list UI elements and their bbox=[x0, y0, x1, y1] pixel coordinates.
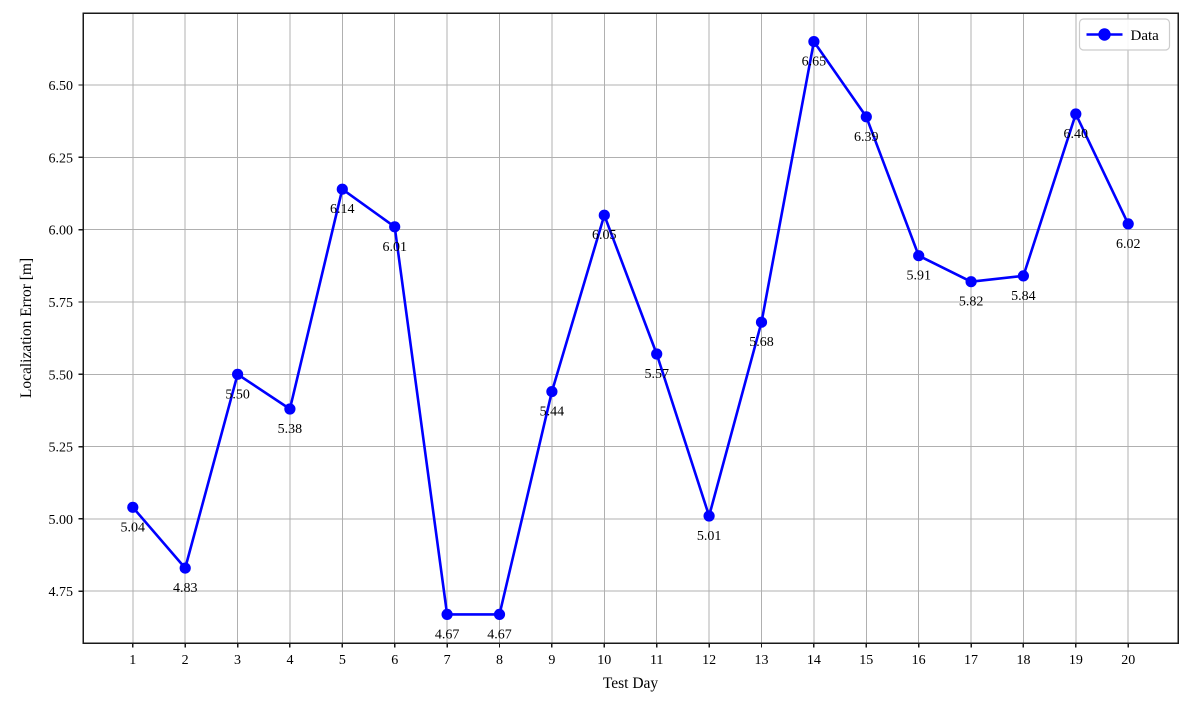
point-label: 6.01 bbox=[382, 240, 407, 255]
x-tick-label: 14 bbox=[807, 653, 821, 668]
point-label: 5.38 bbox=[278, 422, 303, 437]
y-tick-label: 6.00 bbox=[49, 224, 74, 239]
data-point bbox=[232, 368, 244, 380]
data-point bbox=[1017, 270, 1029, 282]
plot-border bbox=[82, 12, 1179, 644]
x-tick-label: 2 bbox=[182, 653, 189, 668]
x-tick-label: 1 bbox=[129, 653, 136, 668]
x-tick-label: 19 bbox=[1069, 653, 1083, 668]
data-point bbox=[598, 209, 610, 221]
data-point bbox=[546, 386, 558, 398]
y-axis-label: Localization Error [m] bbox=[18, 258, 35, 398]
data-markers bbox=[127, 36, 1134, 621]
data-point bbox=[1070, 108, 1082, 120]
data-point bbox=[913, 250, 925, 262]
data-point bbox=[493, 608, 506, 621]
legend: Data bbox=[1078, 18, 1171, 51]
point-label: 5.82 bbox=[959, 295, 984, 310]
legend-box bbox=[1078, 18, 1171, 51]
x-tick-label: 12 bbox=[702, 653, 716, 668]
data-point bbox=[965, 276, 977, 288]
point-label: 5.50 bbox=[225, 387, 250, 402]
y-tick-label: 6.50 bbox=[49, 79, 74, 94]
data-point bbox=[127, 501, 139, 513]
x-tick-label: 8 bbox=[496, 653, 503, 668]
point-label: 5.04 bbox=[121, 520, 146, 535]
data-point bbox=[389, 221, 401, 233]
point-label: 6.65 bbox=[802, 55, 827, 70]
point-label: 5.91 bbox=[906, 269, 931, 284]
x-tick-label: 16 bbox=[912, 653, 926, 668]
data-point bbox=[336, 183, 348, 195]
x-tick-label: 11 bbox=[650, 653, 663, 668]
data-point bbox=[441, 608, 453, 621]
point-label: 4.67 bbox=[435, 627, 460, 642]
point-label: 5.44 bbox=[540, 405, 565, 420]
x-axis-label: Test Day bbox=[603, 675, 659, 692]
legend-label: Data bbox=[1131, 28, 1160, 44]
data-point bbox=[651, 348, 663, 360]
data-point bbox=[808, 36, 820, 48]
point-label: 5.57 bbox=[644, 367, 669, 382]
x-tick-label: 15 bbox=[859, 653, 873, 668]
x-tick-label: 5 bbox=[339, 653, 346, 668]
y-tick-label: 6.25 bbox=[49, 151, 74, 166]
data-point bbox=[860, 111, 872, 123]
point-label: 5.01 bbox=[697, 529, 722, 544]
x-tick-label: 20 bbox=[1121, 653, 1135, 668]
legend-marker-icon bbox=[1098, 28, 1111, 41]
point-label: 5.84 bbox=[1011, 289, 1036, 304]
x-tick-label: 17 bbox=[964, 653, 978, 668]
point-label: 4.83 bbox=[173, 581, 198, 596]
data-point bbox=[755, 316, 768, 328]
point-label: 6.05 bbox=[592, 228, 617, 243]
data-point bbox=[1122, 218, 1134, 230]
point-label: 6.39 bbox=[854, 130, 879, 145]
data-line bbox=[131, 40, 1130, 616]
x-tick-label: 6 bbox=[391, 653, 398, 668]
x-tick-label: 7 bbox=[444, 653, 451, 668]
x-tick-label: 4 bbox=[286, 653, 293, 668]
point-label: 6.14 bbox=[330, 202, 355, 217]
x-tick-labels: 1 2 3 4 5 6 7 8 9 10 11 12 13 14 15 16 17 18 19 20 bbox=[129, 653, 1135, 668]
x-tick-label: 13 bbox=[754, 653, 768, 668]
point-label: 4.67 bbox=[487, 627, 512, 642]
x-tick-label: 10 bbox=[597, 653, 611, 668]
x-tick-label: 9 bbox=[548, 653, 555, 668]
y-tick-label: 4.75 bbox=[49, 585, 74, 600]
x-tick-label: 18 bbox=[1016, 653, 1030, 668]
point-label: 6.02 bbox=[1116, 237, 1141, 252]
data-point bbox=[703, 510, 715, 522]
grid-lines bbox=[83, 13, 1178, 643]
point-label: 6.40 bbox=[1064, 127, 1089, 142]
data-point bbox=[284, 403, 296, 415]
point-label: 5.68 bbox=[749, 335, 774, 350]
point-labels: 5.04 4.83 5.50 5.38 6.14 6.01 4.67 4.67 5.44 6.05… bbox=[121, 55, 1141, 643]
y-tick-label: 5.50 bbox=[49, 368, 74, 383]
x-tick-label: 3 bbox=[234, 653, 241, 668]
y-tick-labels: 4.75 5.00 5.25 5.50 5.75 6.00 6.25 6.50 bbox=[49, 79, 74, 600]
y-tick-label: 5.25 bbox=[49, 441, 74, 456]
y-tick-label: 5.00 bbox=[49, 513, 74, 528]
y-tick-label: 5.75 bbox=[49, 296, 74, 311]
data-point bbox=[179, 562, 191, 574]
